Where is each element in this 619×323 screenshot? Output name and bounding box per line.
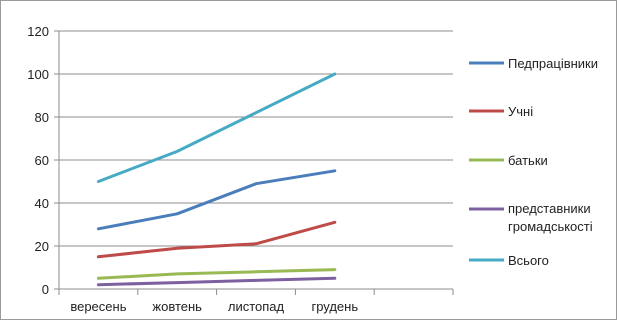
legend: Педпрацівники Учні батьки представники грома… — [469, 56, 598, 268]
y-tick-label: 100 — [27, 67, 49, 82]
x-tick-label: вересень — [70, 299, 126, 314]
legend-label: Педпрацівники — [508, 56, 598, 71]
legend-label-line2: громадськості — [508, 219, 593, 234]
series-line — [96, 276, 337, 287]
series-line — [96, 268, 337, 280]
y-tick-label: 80 — [35, 110, 49, 125]
y-tick-label: 40 — [35, 196, 49, 211]
legend-label: Всього — [508, 253, 549, 268]
series-line — [96, 220, 337, 259]
x-tick-label: грудень — [311, 299, 358, 314]
y-tick-label: 0 — [42, 282, 49, 297]
series-line — [96, 72, 337, 183]
series-line — [96, 169, 337, 231]
legend-label: представники — [508, 201, 591, 216]
y-tick-label: 60 — [35, 153, 49, 168]
y-tick-label: 20 — [35, 239, 49, 254]
y-tick-label: 120 — [27, 24, 49, 39]
y-axis-ticks: 0 20 40 60 80 100 120 — [27, 24, 49, 297]
x-tick-label: жовтень — [152, 299, 202, 314]
legend-label: Учні — [508, 104, 533, 119]
axes — [54, 30, 454, 295]
legend-label: батьки — [508, 153, 548, 168]
x-tick-label: листопад — [228, 299, 285, 314]
gridlines — [59, 30, 453, 247]
series-lines — [96, 72, 337, 287]
x-axis-ticks: вересень жовтень листопад грудень — [70, 299, 358, 314]
